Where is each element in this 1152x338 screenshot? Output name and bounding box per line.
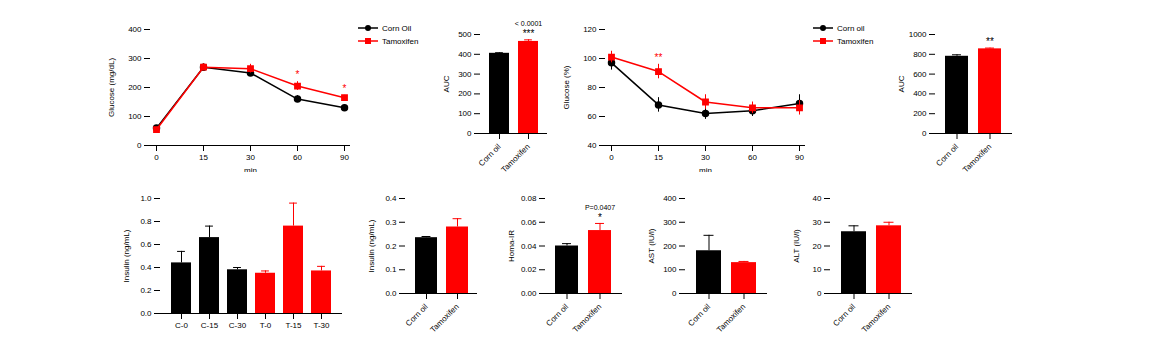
html-text:Corn oil: Corn oil: [837, 23, 865, 33]
svg-text:Homa-IR: Homa-IR: [507, 230, 516, 262]
svg-text:100: 100: [458, 109, 472, 118]
svg-text:0: 0: [817, 289, 822, 298]
svg-text:80: 80: [588, 83, 597, 92]
svg-text:Corn oil: Corn oil: [686, 302, 712, 328]
svg-text:0: 0: [137, 141, 142, 150]
svg-text:0.08: 0.08: [521, 194, 537, 203]
svg-text:0: 0: [467, 129, 472, 138]
svg-text:T-15: T-15: [285, 321, 302, 330]
svg-text:500: 500: [458, 30, 472, 39]
svg-text:200: 200: [128, 83, 142, 92]
svg-text:0: 0: [154, 153, 159, 162]
svg-text:1000: 1000: [909, 30, 927, 39]
svg-text:400: 400: [663, 194, 677, 203]
svg-text:0.6: 0.6: [140, 240, 152, 249]
svg-text:0.00: 0.00: [521, 289, 537, 298]
svg-text:***: ***: [523, 28, 535, 39]
svg-text:0: 0: [922, 129, 927, 138]
svg-text:Tamoxifen: Tamoxifen: [860, 302, 892, 334]
svg-text:300: 300: [458, 70, 472, 79]
svg-text:0.3: 0.3: [385, 218, 397, 227]
svg-text:Tamoxifen: Tamoxifen: [571, 302, 603, 334]
svg-text:0.8: 0.8: [140, 217, 152, 226]
svg-text:300: 300: [663, 218, 677, 227]
svg-text:400: 400: [913, 89, 927, 98]
svg-text:20: 20: [813, 242, 822, 251]
svg-text:0.2: 0.2: [385, 242, 397, 251]
svg-text:100: 100: [663, 265, 677, 274]
svg-text:C-15: C-15: [201, 321, 219, 330]
svg-text:100: 100: [128, 112, 142, 121]
svg-text:Corn oil: Corn oil: [477, 142, 503, 168]
svg-text:0.06: 0.06: [521, 218, 537, 227]
svg-text:200: 200: [458, 89, 472, 98]
svg-text:*: *: [296, 69, 300, 80]
svg-text:0: 0: [672, 289, 677, 298]
svg-text:min: min: [699, 165, 712, 175]
svg-text:Corn oil: Corn oil: [544, 302, 570, 328]
svg-text:Corn oil: Corn oil: [404, 302, 430, 328]
svg-text:**: **: [655, 52, 663, 63]
html-text:Corn Oil: Corn Oil: [382, 23, 412, 33]
svg-text:400: 400: [458, 50, 472, 59]
html-text:Tamoxifen: Tamoxifen: [837, 36, 874, 46]
svg-text:100: 100: [583, 54, 597, 63]
svg-text:15: 15: [654, 153, 663, 162]
svg-text:0: 0: [609, 153, 614, 162]
svg-text:30: 30: [246, 153, 255, 162]
svg-text:30: 30: [813, 218, 822, 227]
svg-text:*: *: [598, 212, 602, 223]
svg-text:10: 10: [813, 265, 822, 274]
svg-text:AST (IU/l): AST (IU/l): [647, 228, 656, 263]
svg-text:800: 800: [913, 50, 927, 59]
svg-text:200: 200: [663, 242, 677, 251]
svg-text:600: 600: [913, 70, 927, 79]
svg-text:90: 90: [795, 153, 804, 162]
svg-text:P=0.0407: P=0.0407: [585, 204, 615, 211]
svg-text:0.02: 0.02: [521, 265, 537, 274]
svg-text:Tamoxifen: Tamoxifen: [715, 302, 747, 334]
svg-text:30: 30: [701, 153, 710, 162]
svg-text:40: 40: [588, 141, 597, 150]
svg-text:300: 300: [128, 54, 142, 63]
svg-text:60: 60: [588, 112, 597, 121]
svg-text:90: 90: [340, 153, 349, 162]
svg-text:min: min: [244, 165, 257, 175]
svg-text:Glucose (mg/dL): Glucose (mg/dL): [107, 58, 116, 117]
svg-text:0.04: 0.04: [521, 242, 537, 251]
svg-text:AUC: AUC: [897, 75, 906, 92]
svg-text:**: **: [986, 36, 994, 47]
svg-text:*: *: [343, 83, 347, 94]
svg-text:0.2: 0.2: [140, 286, 152, 295]
svg-text:Tamoxifen: Tamoxifen: [961, 142, 993, 174]
svg-text:Tamoxifen: Tamoxifen: [500, 142, 532, 174]
svg-text:60: 60: [748, 153, 757, 162]
svg-text:Corn oil: Corn oil: [934, 142, 960, 168]
svg-text:120: 120: [583, 25, 597, 34]
svg-text:T-0: T-0: [260, 321, 272, 330]
html-text:Tamoxifen: Tamoxifen: [382, 36, 419, 46]
svg-text:0.1: 0.1: [385, 265, 397, 274]
svg-text:< 0.0001: < 0.0001: [515, 20, 543, 27]
svg-text:Insulin (ng/mL): Insulin (ng/mL): [122, 229, 131, 282]
svg-text:Tamoxifen: Tamoxifen: [429, 302, 461, 334]
svg-text:40: 40: [813, 194, 822, 203]
svg-text:Corn oil: Corn oil: [831, 302, 857, 328]
svg-text:C-0: C-0: [175, 321, 188, 330]
svg-text:200: 200: [913, 109, 927, 118]
svg-text:Glucose (%): Glucose (%): [562, 65, 571, 109]
svg-text:1.0: 1.0: [140, 194, 152, 203]
svg-text:0.0: 0.0: [385, 289, 397, 298]
svg-text:60: 60: [293, 153, 302, 162]
svg-text:0.4: 0.4: [140, 263, 152, 272]
svg-text:T-30: T-30: [313, 321, 330, 330]
svg-text:AUC: AUC: [442, 75, 451, 92]
svg-text:0.4: 0.4: [385, 194, 397, 203]
svg-text:C-30: C-30: [229, 321, 247, 330]
svg-text:Insulin (ng/mL): Insulin (ng/mL): [367, 219, 376, 272]
svg-text:400: 400: [128, 25, 142, 34]
svg-text:0.0: 0.0: [140, 309, 152, 318]
svg-text:15: 15: [199, 153, 208, 162]
svg-text:ALT (IU/l): ALT (IU/l): [792, 229, 801, 263]
